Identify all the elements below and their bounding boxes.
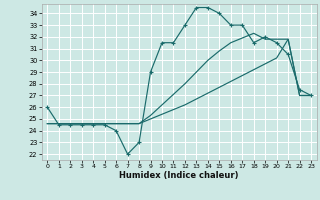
X-axis label: Humidex (Indice chaleur): Humidex (Indice chaleur) bbox=[119, 171, 239, 180]
